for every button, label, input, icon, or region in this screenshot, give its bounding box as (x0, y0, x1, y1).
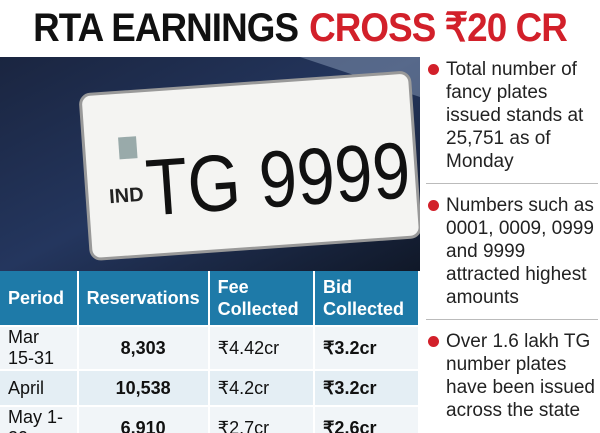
bullet-text: Over 1.6 lakh TG number plates have been… (446, 331, 595, 421)
cell: ₹4.2cr (208, 369, 315, 406)
cell: ₹4.42cr (208, 325, 315, 370)
bullet-dot (428, 336, 439, 347)
column-header: Reservations (77, 271, 210, 326)
headline: RTA EARNINGS CROSS ₹20 CR (24, 0, 576, 56)
bullet: Over 1.6 lakh TG number plates have been… (426, 330, 598, 432)
cell: 6,910 (77, 405, 210, 433)
column-header: Period (0, 271, 79, 326)
cell: May 1-20 (0, 405, 79, 433)
bullet-text: Numbers such as 0001, 0009, 0999 and 999… (446, 195, 594, 308)
header-row: Period Reservations Fee Collected Bid Co… (0, 271, 421, 326)
column-header: Fee Collected (208, 271, 315, 326)
bullet-dot (428, 64, 439, 75)
cell: 10,538 (77, 369, 210, 406)
country-code: IND (108, 184, 144, 208)
bullet: Total number of fancy plates issued stan… (426, 58, 598, 184)
cell: April (0, 369, 79, 406)
bullet-list: Total number of fancy plates issued stan… (426, 58, 598, 433)
cell: ₹2.7cr (208, 405, 315, 433)
cell: 8,303 (77, 325, 210, 370)
cell: ₹3.2cr (313, 325, 421, 370)
cell: ₹2.6cr (313, 405, 421, 433)
bullet-text: Total number of fancy plates issued stan… (446, 59, 584, 172)
cell: ₹3.2cr (313, 369, 421, 406)
plate-face (79, 71, 420, 261)
headline-red: CROSS ₹20 CR (309, 6, 568, 50)
cell: Mar 15-31 (0, 325, 79, 370)
plate-number: TG 9999 (143, 125, 413, 233)
bullet: Numbers such as 0001, 0009, 0999 and 999… (426, 194, 598, 320)
row: April 10,538 ₹4.2cr ₹3.2cr (0, 369, 421, 406)
hologram (118, 136, 138, 160)
headline-black: RTA EARNINGS (33, 5, 299, 50)
earnings-table: Period Reservations Fee Collected Bid Co… (0, 271, 421, 433)
bullet-dot (428, 200, 439, 211)
row: May 1-20 6,910 ₹2.7cr ₹2.6cr (0, 405, 421, 433)
plate: IND TG 9999 (79, 71, 420, 261)
plate-photo: IND TG 9999 (0, 57, 420, 271)
column-header: Bid Collected (313, 271, 421, 326)
row: Mar 15-31 8,303 ₹4.42cr ₹3.2cr (0, 325, 421, 370)
